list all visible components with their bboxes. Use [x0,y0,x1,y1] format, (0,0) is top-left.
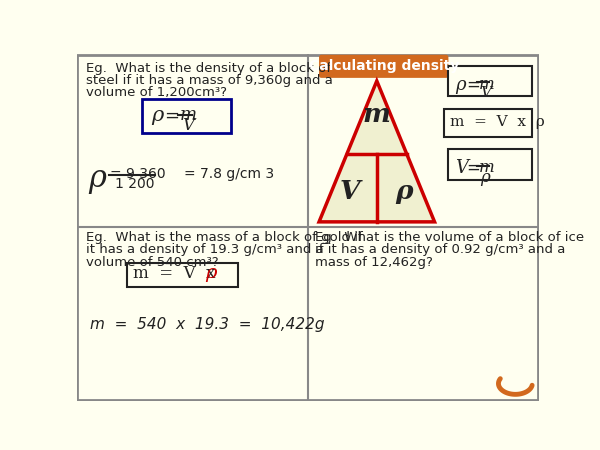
Bar [448,66,532,95]
Text: if it has a density of 0.92 g/cm³ and a: if it has a density of 0.92 g/cm³ and a [315,243,566,256]
Text: it has a density of 19.3 g/cm³ and a: it has a density of 19.3 g/cm³ and a [86,243,323,256]
Text: V: V [182,117,194,134]
Text: =: = [466,76,480,94]
Text: V: V [340,179,360,203]
Text: volume of 1,200cm³?: volume of 1,200cm³? [86,86,227,99]
Text: ρ: ρ [88,163,106,194]
Polygon shape [319,81,434,222]
Text: m  =  540  x  19.3  =  10,422g: m = 540 x 19.3 = 10,422g [91,317,325,333]
Text: =: = [466,159,480,177]
Bar [127,263,238,287]
Text: Eg.  What is the mass of a block of gold if: Eg. What is the mass of a block of gold … [86,231,362,244]
Text: ρ: ρ [151,106,163,126]
Text: mass of 12,462g?: mass of 12,462g? [315,256,433,269]
Text: V: V [480,86,491,99]
Bar [444,109,532,137]
Text: Eg.  What is the volume of a block of ice: Eg. What is the volume of a block of ice [315,231,584,244]
Text: ρ: ρ [395,179,413,203]
Text: Calculating density: Calculating density [308,59,459,73]
Text: V: V [455,159,469,177]
Bar [448,148,532,180]
Text: ρ: ρ [205,265,217,283]
Text: volume of 540 cm³?: volume of 540 cm³? [86,256,218,269]
Text: = 7.8 g/cm 3: = 7.8 g/cm 3 [184,167,274,181]
Text: ρ: ρ [455,76,466,94]
Text: Eg.  What is the density of a block of: Eg. What is the density of a block of [86,62,331,75]
Text: m: m [363,102,391,126]
Text: m  =  V  x  ρ: m = V x ρ [450,115,545,129]
FancyBboxPatch shape [319,55,448,78]
Text: m  =  V  x: m = V x [133,265,226,282]
Text: =: = [164,106,179,124]
Bar [142,99,230,133]
Text: = 9 360: = 9 360 [110,167,165,181]
Text: m: m [179,106,197,124]
Text: steel if it has a mass of 9,360g and a: steel if it has a mass of 9,360g and a [86,74,332,87]
Text: 1 200: 1 200 [115,177,155,191]
Text: m: m [478,76,494,93]
Text: ρ: ρ [480,169,490,186]
Text: m: m [478,159,494,176]
